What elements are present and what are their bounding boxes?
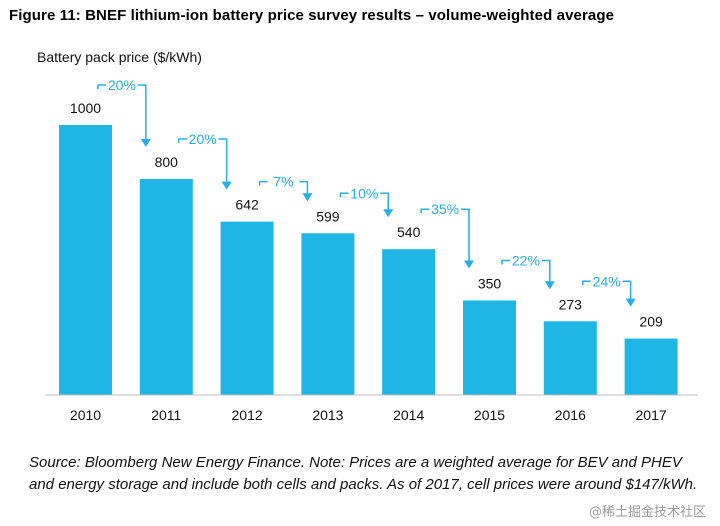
watermark: @稀土掘金技术社区	[588, 505, 706, 520]
change-arrow-2016-2017: 24%	[582, 273, 636, 307]
value-label-2013: 599	[316, 208, 340, 224]
bar-2015	[463, 300, 516, 395]
change-label-2011: 20%	[108, 77, 136, 93]
change-arrow-2011-2012: 20%	[178, 131, 232, 190]
change-label-2013: 7%	[273, 174, 293, 190]
x-tick-2011: 2011	[151, 407, 181, 423]
value-label-2010: 1000	[70, 100, 101, 116]
y-axis-label: Battery pack price ($/kWh)	[37, 49, 202, 65]
bar-2010	[59, 125, 112, 395]
figure-title: Figure 11: BNEF lithium-ion battery pric…	[9, 7, 615, 24]
x-tick-2010: 2010	[70, 407, 101, 423]
x-tick-2014: 2014	[393, 407, 424, 423]
change-label-2012: 20%	[189, 131, 217, 147]
bar-2016	[543, 321, 597, 395]
change-arrow-2014-2015: 35%	[420, 201, 474, 269]
change-arrow-2012-2013: 7%	[258, 174, 313, 202]
value-label-2012: 642	[235, 197, 259, 213]
x-tick-2016: 2016	[555, 407, 586, 423]
x-tick-2017: 2017	[636, 407, 667, 423]
change-arrow-2013-2014: 10%	[339, 185, 394, 218]
x-tick-2012: 2012	[232, 407, 263, 423]
value-labels-group: 1000 800 642 599 540 350 273 209	[70, 100, 663, 330]
bar-chart: Battery pack price ($/kWh) 20% 20% 7% 10% 35…	[37, 49, 698, 423]
bar-2014	[382, 249, 436, 395]
change-arrow-2010-2011: 20%	[97, 77, 151, 147]
bar-2017	[624, 338, 678, 395]
source-note: Source: Bloomberg New Energy Finance. No…	[29, 454, 698, 493]
x-tick-labels-group: 2010 2011 2012 2013 2014 2015 2016 2017	[70, 407, 667, 423]
x-tick-2015: 2015	[474, 407, 505, 423]
value-label-2014: 540	[397, 224, 421, 240]
bar-2011	[139, 179, 193, 395]
value-label-2011: 800	[155, 154, 179, 170]
change-arrow-2015-2016: 22%	[501, 253, 555, 290]
value-label-2017: 209	[639, 314, 663, 330]
value-label-2015: 350	[478, 276, 502, 292]
change-arrows-group: 20% 20% 7% 10% 35% 22% 24%	[97, 77, 636, 307]
change-label-2015: 35%	[431, 201, 459, 217]
change-label-2014: 10%	[350, 185, 378, 201]
x-tick-2013: 2013	[312, 407, 343, 423]
bar-2013	[301, 233, 355, 395]
value-label-2016: 273	[559, 296, 583, 312]
change-label-2017: 24%	[593, 273, 621, 289]
bar-2012	[220, 221, 274, 395]
bars-group	[59, 125, 678, 395]
change-label-2016: 22%	[512, 253, 540, 269]
